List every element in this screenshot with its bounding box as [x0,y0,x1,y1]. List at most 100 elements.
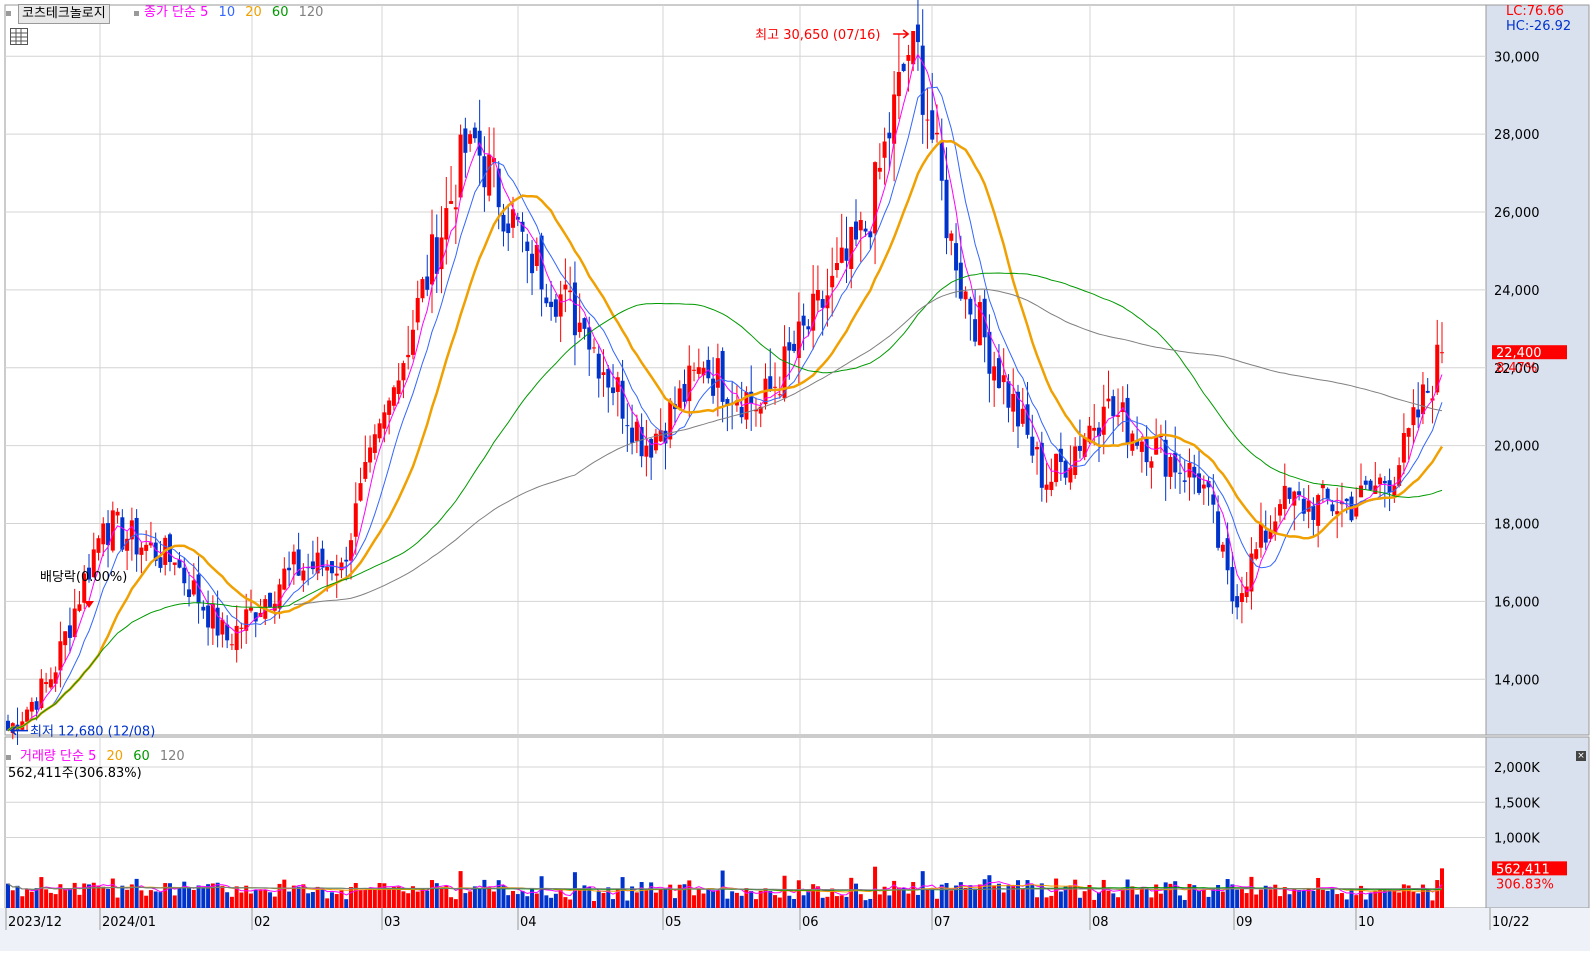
candle-body [1254,549,1259,559]
pane-close-icon[interactable]: × [1576,751,1586,761]
candle-body [582,318,587,329]
candle-body [1239,593,1244,603]
candle-body [858,220,863,231]
date-axis-strip [0,908,1590,951]
candle-body [1235,596,1240,608]
candle-body [506,223,511,234]
volume-bar [1382,889,1387,908]
candle-body [925,119,930,121]
candle-body [1197,473,1202,493]
volume-bar [248,893,253,908]
candle-body [1278,504,1283,516]
candle-body [1311,505,1316,520]
volume-bar [334,894,339,908]
pane-handle-icon[interactable] [6,11,11,16]
candle-body [1035,446,1040,450]
candle-body [558,294,563,317]
volume-bar [968,885,973,908]
stock-name[interactable]: 코츠테크놀로지 [18,4,110,24]
candle-body [1320,484,1325,489]
candle-body [1368,480,1373,490]
candle-body [1335,511,1340,515]
candle-body [877,167,882,172]
date-label: 08 [1092,915,1109,930]
volume-bar [349,887,354,908]
volume-bar [1440,868,1444,908]
volume-bar [268,892,273,908]
candle-body [1440,352,1444,354]
candle-body [44,682,49,685]
volume-bar [777,897,782,908]
price-tick-label: 14,000 [1494,673,1540,688]
volume-bar [163,883,168,908]
volume-bar [806,890,811,908]
volume-bar [1278,896,1283,908]
volume-bar [1206,896,1211,908]
candle-body [854,221,859,240]
volume-bar [1339,893,1344,908]
candle-body [825,295,830,309]
candle-body [1435,344,1440,393]
volume-bar [1397,892,1402,908]
candle-body [687,365,692,402]
volume-bar [796,880,801,908]
volume-bar [1130,886,1135,908]
volume-bar [749,891,754,908]
date-label: 2023/12 [8,915,62,930]
volume-bar [1120,888,1125,908]
candle-body [229,644,234,646]
volume-bar [1292,889,1297,908]
volume-bar [263,889,268,908]
candle-body [401,363,406,381]
candle-body [796,321,801,358]
candle-body [977,302,982,346]
volume-bar [430,880,435,908]
volume-bar [620,877,625,908]
volume-bar [868,898,873,908]
candle-body [172,562,177,565]
current-volume-pct-label: 306.83% [1496,877,1554,892]
volume-bar [687,880,692,908]
volume-bar [963,887,968,908]
grid-table-icon[interactable] [10,28,28,45]
date-label: 07 [934,915,951,930]
volume-bar [1187,883,1192,908]
volume-bar [291,885,296,908]
candle-body [334,573,339,576]
volume-bar [1015,880,1020,908]
volume-bar [701,893,706,908]
volume-legend[interactable]: 거래량 단순 5 20 60 120 [20,749,185,765]
candle-body [1111,396,1116,417]
volume-bar [1235,889,1240,908]
legend-label: 종가 단순 [144,5,196,20]
volume-bar [1135,894,1140,908]
volume-bar [668,884,673,908]
current-change-label: 8.47% [1496,361,1537,376]
volume-bar [825,896,830,908]
candle-body [1163,439,1168,477]
volume-bar [1216,885,1221,908]
candle-body [587,327,592,350]
candle-body [58,641,63,671]
vlegend-ma20: 20 [106,749,124,764]
volume-bar [1349,890,1354,908]
volume-bar [6,883,10,908]
candle-body [1382,480,1387,484]
candle-body [382,412,387,429]
volume-bar [91,882,96,908]
candle-body [896,71,901,97]
candle-body [244,609,249,631]
candle-body [591,347,596,349]
volume-bar [1363,899,1368,908]
volume-pane-handle-icon[interactable] [6,755,11,760]
price-legend[interactable]: 종가 단순 5 10 20 60 120 [144,5,323,21]
current-price-label: 22,400 [1496,346,1542,361]
date-label: 10 [1358,915,1375,930]
volume-bar [925,889,930,908]
volume-bar [887,895,892,908]
volume-bar [1154,884,1159,908]
candle-body [106,523,111,545]
candle-body [86,567,91,580]
